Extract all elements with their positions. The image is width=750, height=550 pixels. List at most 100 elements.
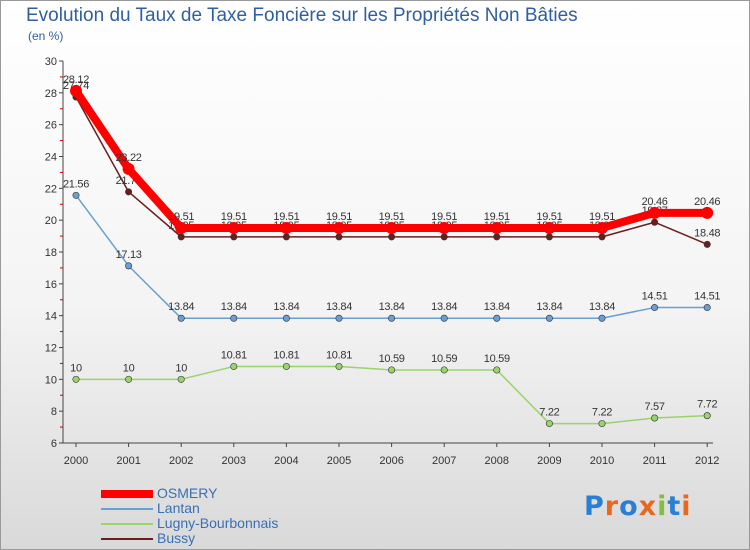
legend-item-lugny-bourbonnais: Lugny-Bourbonnais bbox=[101, 516, 278, 531]
data-label-lugny-bourbonnais: 10.59 bbox=[379, 353, 405, 365]
data-point-osmery bbox=[70, 84, 82, 97]
x-tick-label: 2000 bbox=[64, 455, 88, 467]
data-point-bussy bbox=[703, 240, 711, 248]
data-label-bussy: 18.48 bbox=[694, 227, 720, 239]
legend-item-osmery: OSMERY bbox=[101, 486, 278, 501]
data-point-lugny-bourbonnais bbox=[282, 362, 290, 370]
data-point-lantan bbox=[177, 314, 185, 322]
data-label-lantan: 13.84 bbox=[326, 301, 352, 313]
logo-letter: i bbox=[681, 491, 692, 522]
x-tick-label: 2004 bbox=[274, 455, 298, 467]
data-label-osmery: 20.46 bbox=[642, 196, 668, 208]
data-label-lugny-bourbonnais: 10 bbox=[123, 362, 135, 374]
logo-letter: r bbox=[604, 491, 620, 522]
data-point-osmery bbox=[438, 221, 451, 234]
data-point-lantan bbox=[703, 304, 711, 312]
logo-letter: i bbox=[657, 491, 668, 522]
data-point-lugny-bourbonnais bbox=[493, 366, 501, 374]
y-tick-label: 20 bbox=[45, 215, 57, 227]
data-point-lantan bbox=[282, 314, 290, 322]
logo-letter: t bbox=[667, 491, 682, 522]
data-point-osmery bbox=[648, 206, 661, 219]
data-label-lugny-bourbonnais: 7.22 bbox=[539, 407, 559, 419]
data-label-lantan: 14.51 bbox=[694, 291, 720, 303]
x-tick-label: 2002 bbox=[169, 455, 193, 467]
data-point-lantan bbox=[440, 314, 448, 322]
data-label-osmery: 19.51 bbox=[536, 211, 562, 223]
data-label-osmery: 19.51 bbox=[221, 211, 247, 223]
data-point-bussy bbox=[388, 233, 396, 241]
y-tick-label: 14 bbox=[45, 311, 57, 323]
data-point-bussy bbox=[125, 188, 133, 196]
x-tick-label: 2006 bbox=[379, 455, 403, 467]
data-point-bussy bbox=[440, 233, 448, 241]
data-label-lantan: 13.84 bbox=[589, 301, 615, 313]
data-label-lantan: 13.84 bbox=[431, 301, 457, 313]
data-point-osmery bbox=[333, 221, 345, 234]
data-label-osmery: 19.51 bbox=[431, 211, 457, 223]
data-point-osmery bbox=[280, 221, 293, 234]
data-label-lugny-bourbonnais: 10.81 bbox=[326, 349, 352, 361]
data-point-lugny-bourbonnais bbox=[177, 375, 185, 383]
data-point-osmery bbox=[175, 221, 188, 234]
data-point-lugny-bourbonnais bbox=[388, 366, 396, 374]
data-point-osmery bbox=[227, 221, 240, 234]
x-tick-label: 2008 bbox=[485, 455, 509, 467]
data-point-bussy bbox=[177, 233, 185, 241]
data-label-lugny-bourbonnais: 10 bbox=[70, 362, 82, 374]
data-point-osmery bbox=[122, 162, 135, 175]
data-label-lantan: 13.84 bbox=[484, 301, 510, 313]
y-tick-label: 22 bbox=[45, 183, 57, 195]
legend-label: Lantan bbox=[157, 500, 200, 516]
data-point-lugny-bourbonnais bbox=[230, 362, 238, 370]
data-point-lantan bbox=[545, 314, 553, 322]
data-label-osmery: 23.22 bbox=[116, 152, 142, 164]
data-label-lugny-bourbonnais: 10.81 bbox=[221, 349, 247, 361]
series-line-lugny-bourbonnais bbox=[75, 365, 708, 425]
data-point-lantan bbox=[598, 314, 606, 322]
data-point-bussy bbox=[651, 218, 659, 226]
data-point-bussy bbox=[493, 233, 501, 241]
data-label-lantan: 17.13 bbox=[116, 249, 142, 261]
chart-title: Evolution du Taux de Taxe Foncière sur l… bbox=[26, 5, 578, 26]
legend-swatch bbox=[101, 507, 153, 510]
legend: OSMERY Lantan Lugny-Bourbonnais Bussy bbox=[101, 486, 278, 546]
data-point-lugny-bourbonnais bbox=[651, 414, 659, 422]
legend-swatch bbox=[101, 489, 153, 498]
data-label-osmery: 19.51 bbox=[273, 211, 299, 223]
data-point-lugny-bourbonnais bbox=[125, 375, 133, 383]
data-point-bussy bbox=[598, 233, 606, 241]
y-tick-label: 30 bbox=[45, 56, 57, 68]
data-point-lantan bbox=[230, 314, 238, 322]
data-point-lantan bbox=[335, 314, 343, 322]
data-label-osmery: 19.51 bbox=[589, 211, 615, 223]
data-point-bussy bbox=[335, 233, 343, 241]
data-point-lugny-bourbonnais bbox=[335, 362, 343, 370]
y-tick-label: 24 bbox=[45, 152, 57, 164]
data-label-lugny-bourbonnais: 7.72 bbox=[697, 399, 717, 411]
legend-label: Bussy bbox=[157, 530, 196, 546]
data-point-bussy bbox=[545, 233, 553, 241]
data-point-lantan bbox=[651, 304, 659, 312]
series-line-osmery bbox=[72, 86, 712, 232]
x-tick-label: 2001 bbox=[116, 455, 140, 467]
y-tick-label: 6 bbox=[51, 438, 57, 450]
legend-swatch bbox=[101, 537, 153, 540]
data-point-lugny-bourbonnais bbox=[72, 375, 80, 383]
data-point-osmery bbox=[701, 206, 714, 219]
data-label-osmery: 19.51 bbox=[168, 211, 194, 223]
proxiti-logo: Proxiti bbox=[584, 491, 692, 522]
x-tick-label: 2005 bbox=[327, 455, 351, 467]
x-tick-label: 2003 bbox=[222, 455, 246, 467]
data-label-lugny-bourbonnais: 10.81 bbox=[273, 349, 299, 361]
x-tick-label: 2012 bbox=[695, 455, 719, 467]
data-label-lantan: 13.84 bbox=[168, 301, 194, 313]
data-point-osmery bbox=[490, 221, 503, 234]
data-label-lantan: 13.84 bbox=[273, 301, 299, 313]
data-label-lugny-bourbonnais: 7.57 bbox=[644, 401, 664, 413]
data-point-osmery bbox=[385, 221, 398, 234]
data-label-lugny-bourbonnais: 10.59 bbox=[484, 353, 510, 365]
legend-item-bussy: Bussy bbox=[101, 531, 278, 546]
y-tick-label: 18 bbox=[45, 247, 57, 259]
logo-letter: o bbox=[619, 491, 639, 522]
